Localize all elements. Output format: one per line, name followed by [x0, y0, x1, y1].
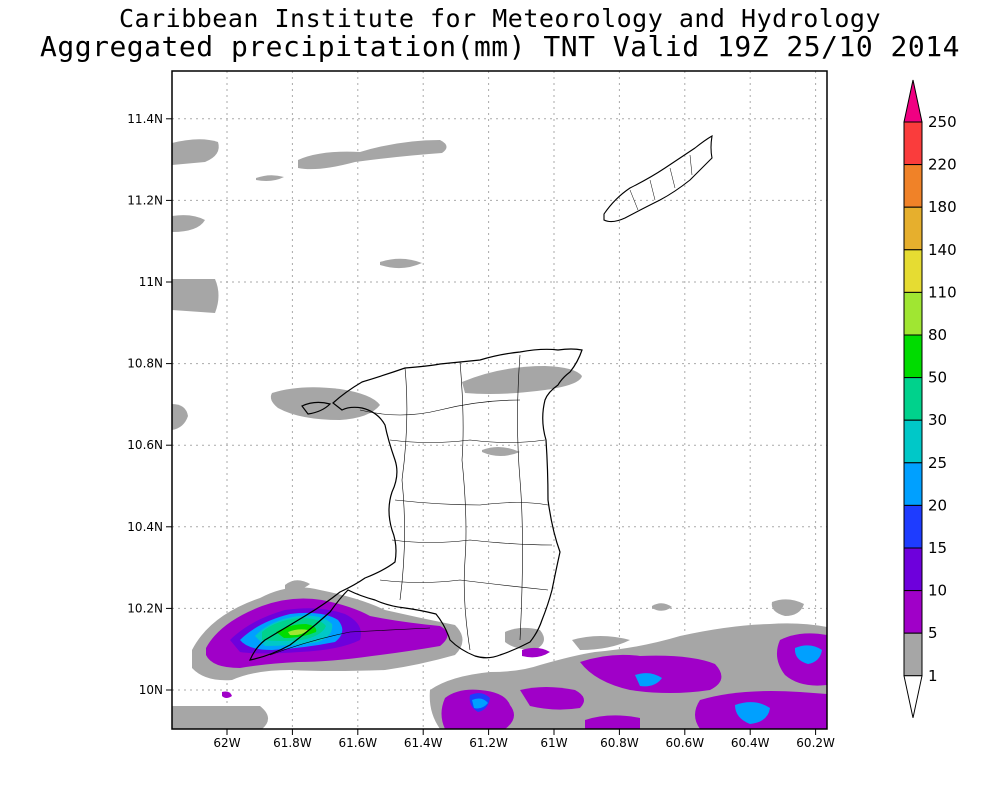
colorbar-label: 25: [928, 454, 947, 472]
x-tick-label: 61.8W: [273, 736, 312, 750]
colorbar-swatch: [903, 291, 923, 336]
x-tick-label: 61.2W: [469, 736, 508, 750]
colorbar-label: 110: [928, 283, 957, 301]
colorbar-swatch: [903, 206, 923, 251]
x-tick-label: 60.4W: [731, 736, 770, 750]
y-tick-label: 10.8N: [127, 357, 163, 371]
colorbar-label: 30: [928, 411, 947, 429]
colorbar-swatch: [903, 164, 923, 208]
x-tick-label: 60.6W: [666, 736, 705, 750]
colorbar-label: 50: [928, 369, 947, 387]
colorbar-swatch: [903, 547, 923, 592]
y-tick-label: 10.4N: [127, 520, 163, 534]
colorbar-swatch: [903, 632, 923, 677]
colorbar-bottom-arrow: [903, 675, 923, 718]
colorbar-label: 180: [928, 198, 957, 216]
colorbar-label: 140: [928, 241, 957, 259]
x-tick-label: 62W: [213, 736, 240, 750]
axis-ticks: 62W 61.8W 61.6W 61.4W 61.2W 61W 60.8W 60.6W 60.4…: [127, 112, 835, 750]
colorbar-swatch: [903, 590, 923, 634]
y-tick-label: 11.2N: [127, 193, 163, 207]
colorbar-swatch: [903, 504, 923, 549]
colorbar-label: 80: [928, 326, 947, 344]
plot-frame: [171, 70, 828, 730]
y-tick-label: 10N: [139, 683, 163, 697]
chart-title: Caribbean Institute for Meteorology and …: [118, 4, 881, 33]
colorbar-label: 5: [928, 624, 938, 642]
colorbar-label: 1: [928, 667, 938, 685]
colorbar-label: 20: [928, 496, 947, 514]
y-tick-label: 10.6N: [127, 438, 163, 452]
y-tick-label: 11N: [139, 275, 163, 289]
x-tick-label: 61W: [540, 736, 567, 750]
tobago-outline: [603, 134, 713, 223]
trinidad-regions: [269, 354, 553, 656]
colorbar-swatch: [903, 377, 923, 421]
colorbar-swatch: [903, 249, 923, 293]
chart-subtitle: Aggregated precipitation(mm) TNT Valid 1…: [40, 30, 960, 63]
colorbar-swatch: [903, 419, 923, 464]
x-tick-label: 60.2W: [796, 736, 835, 750]
colorbar-label: 15: [928, 539, 947, 557]
x-tick-label: 61.6W: [339, 736, 378, 750]
y-tick-label: 10.2N: [127, 601, 163, 615]
x-tick-label: 60.8W: [600, 736, 639, 750]
colorbar-label: 10: [928, 582, 947, 600]
colorbar-label: 250: [928, 113, 957, 131]
precipitation-field: [172, 139, 827, 729]
colorbar-swatch: [903, 121, 923, 166]
colorbar-top-arrow: [903, 79, 923, 123]
colorbar-label: 220: [928, 156, 957, 174]
colorbar-swatch: [903, 462, 923, 506]
trinidad-outline: [249, 348, 583, 661]
x-tick-label: 61.4W: [404, 736, 443, 750]
tobago-regions: [629, 154, 693, 211]
colorbar-swatch: [903, 334, 923, 379]
y-tick-label: 11.4N: [127, 112, 163, 126]
